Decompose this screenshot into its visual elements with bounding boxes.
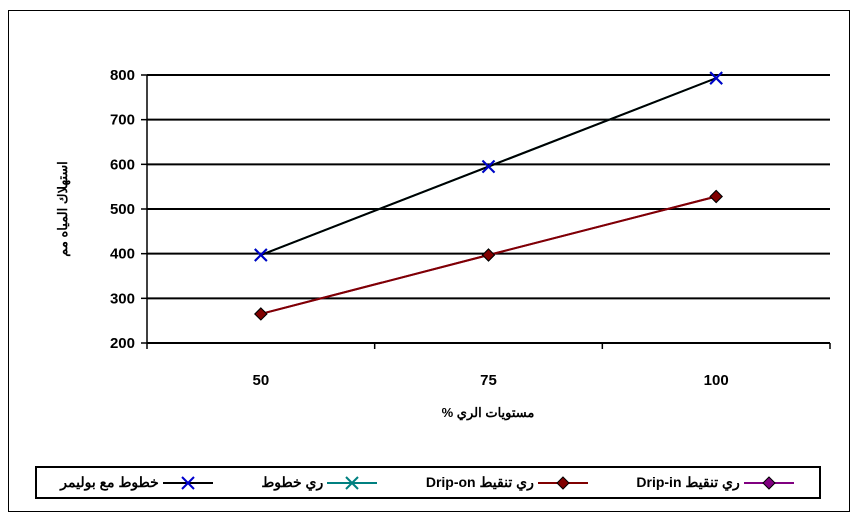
y-tick-labels: 200 300 400 500 600 700 800 <box>110 67 135 352</box>
data-point <box>254 248 268 262</box>
y-tick-label: 800 <box>110 67 135 84</box>
data-point <box>481 159 496 174</box>
y-tick-label: 300 <box>110 290 135 307</box>
legend-swatch <box>162 475 213 490</box>
series-2 <box>254 189 723 321</box>
data-point <box>254 307 268 321</box>
legend-swatch <box>327 475 378 490</box>
data-point <box>481 248 496 262</box>
axes <box>141 74 831 349</box>
legend-swatch-marker <box>345 475 359 490</box>
x-tick-labels: 50 75 100 <box>252 372 728 389</box>
series-4 <box>254 71 723 262</box>
legend: خطوط مع بوليمر ري خطوط ري تنقيط Drip-on ري … <box>35 466 821 499</box>
legend-label: ري تنقيط Drip-on <box>425 474 534 490</box>
y-axis-title: استهلاك المياه مم <box>55 161 71 257</box>
legend-label: ري تنقيط Drip-in <box>636 474 740 490</box>
legend-label: ري خطوط <box>261 474 324 490</box>
line-chart: 200 300 400 500 600 700 800 50 75 100 مستويات ال… <box>55 67 831 421</box>
y-tick-label: 600 <box>110 156 135 173</box>
chart-frame <box>8 10 850 512</box>
legend-swatch <box>743 475 794 490</box>
legend-swatch-marker <box>556 475 570 490</box>
x-tick-label: 75 <box>480 372 497 389</box>
y-tick-label: 500 <box>110 201 135 218</box>
y-tick-label: 200 <box>110 335 135 352</box>
legend-item: خطوط مع بوليمر <box>60 474 215 491</box>
x-tick-label: 100 <box>704 372 729 389</box>
legend-item: ري تنقيط Drip-in <box>636 474 795 491</box>
series-group <box>254 71 723 321</box>
data-point <box>709 189 723 204</box>
legend-swatch <box>537 475 588 490</box>
legend-item: ري تنقيط Drip-on <box>426 474 590 491</box>
legend-swatch-marker <box>181 475 195 490</box>
y-tick-label: 400 <box>110 246 135 263</box>
legend-label: خطوط مع بوليمر <box>60 474 159 490</box>
y-tick-label: 700 <box>110 112 135 129</box>
x-tick-label: 50 <box>252 372 269 389</box>
data-point <box>709 71 723 85</box>
gridlines <box>147 74 830 300</box>
legend-swatch-marker <box>762 475 776 490</box>
x-axis-title: مستويات الري % <box>442 405 535 421</box>
legend-item: ري خطوط <box>261 474 379 491</box>
